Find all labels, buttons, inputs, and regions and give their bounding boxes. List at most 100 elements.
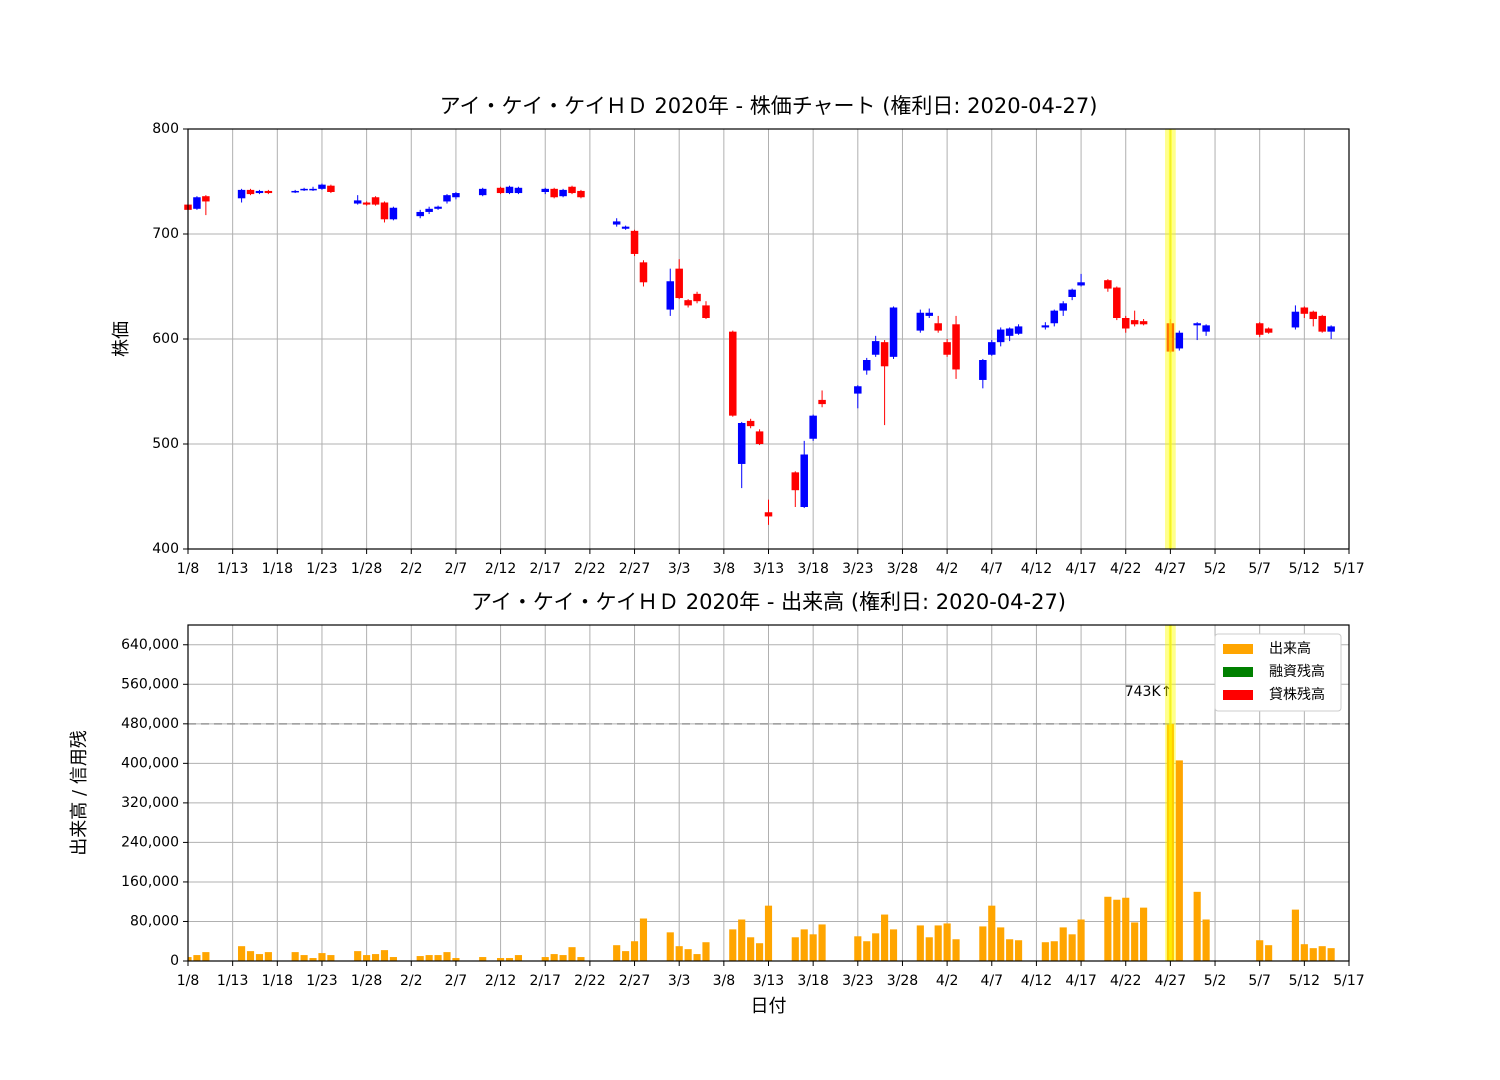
- candle-body: [979, 360, 987, 380]
- volume-bar: [577, 957, 585, 961]
- x-tick-label: 2/2: [400, 973, 423, 989]
- volume-bar: [425, 955, 433, 961]
- volume-bar: [764, 905, 773, 961]
- candle-body: [1130, 320, 1139, 325]
- candle-body: [577, 190, 585, 198]
- candle-body: [255, 190, 264, 194]
- x-tick-label: 3/28: [887, 973, 918, 989]
- volume-bar: [479, 957, 487, 961]
- volume-bar: [666, 932, 674, 961]
- axes-frame: [187, 624, 1350, 962]
- volume-bar: [863, 941, 871, 961]
- legend-label: 融資残高: [1269, 663, 1325, 680]
- volume-bar: [738, 919, 746, 961]
- chart-title: アイ・ケイ・ケイＨＤ 2020年 - 出来高 (権利日: 2020-04-27): [471, 590, 1066, 614]
- volume-bar: [193, 955, 201, 961]
- candle-body: [559, 189, 567, 197]
- candle-body: [1264, 328, 1273, 333]
- volume-bar: [1104, 896, 1112, 961]
- x-tick-label: 5/2: [1204, 561, 1227, 577]
- candle-body: [988, 342, 996, 355]
- y-tick-label: 80,000: [130, 913, 179, 929]
- y-tick-label: 800: [152, 121, 179, 137]
- candle-body: [871, 341, 880, 355]
- volume-bar: [327, 955, 335, 961]
- x-tick-label: 2/27: [619, 973, 650, 989]
- candle-body: [737, 423, 746, 464]
- candle-body: [380, 202, 389, 220]
- x-tick-label: 1/23: [306, 561, 337, 577]
- x-tick-label: 3/18: [797, 973, 828, 989]
- x-tick-label: 1/13: [217, 561, 248, 577]
- candle-body: [514, 187, 523, 194]
- candle-body: [193, 197, 201, 209]
- x-tick-label: 3/23: [842, 973, 873, 989]
- candle-body: [1068, 289, 1076, 297]
- volume-bar: [300, 955, 308, 961]
- x-tick-label: 2/2: [400, 561, 423, 577]
- x-tick-label: 1/13: [217, 973, 248, 989]
- volume-bar: [889, 929, 898, 961]
- volume-bar: [318, 953, 326, 961]
- bars: [188, 723, 1335, 961]
- y-tick-label: 160,000: [121, 874, 179, 890]
- candle-body: [1059, 303, 1067, 311]
- annotation: 743K↑: [1125, 684, 1173, 700]
- candle-body: [1121, 318, 1130, 329]
- volume-bar: [1131, 922, 1139, 961]
- x-tick-label: 4/12: [1021, 973, 1052, 989]
- candle-body: [291, 190, 299, 193]
- candle-body: [1104, 280, 1112, 289]
- volume-bar: [997, 927, 1005, 961]
- candle-body: [996, 329, 1005, 343]
- x-tick-label: 4/27: [1155, 561, 1186, 577]
- volume-bar: [1202, 919, 1210, 961]
- candle-body: [478, 188, 487, 196]
- y-tick-label: 400: [152, 541, 179, 557]
- x-tick-label: 3/13: [753, 973, 784, 989]
- x-tick-label: 1/18: [262, 561, 293, 577]
- x-tick-label: 3/23: [842, 561, 873, 577]
- candle-body: [1291, 311, 1300, 328]
- volume-bar: [979, 926, 987, 961]
- candle-body: [746, 420, 755, 427]
- x-tick-label: 3/8: [713, 973, 736, 989]
- volume-bar: [800, 929, 808, 961]
- candle-body: [934, 323, 942, 331]
- volume-bar: [541, 957, 549, 961]
- volume-bar: [854, 936, 862, 961]
- x-tick-label: 2/27: [619, 561, 650, 577]
- y-axis-label: 出来高 / 信用残: [69, 730, 90, 856]
- x-tick-label: 3/3: [668, 561, 691, 577]
- x-tick-label: 4/22: [1110, 973, 1141, 989]
- x-tick-label: 5/12: [1289, 561, 1320, 577]
- candle-body: [568, 186, 576, 194]
- volume-bar: [702, 942, 710, 961]
- x-tick-label: 4/17: [1065, 561, 1096, 577]
- volume-bar: [1291, 909, 1299, 961]
- volume-bar: [1006, 939, 1014, 961]
- volume-bar: [1050, 941, 1058, 961]
- y-tick-label: 560,000: [121, 676, 179, 692]
- volume-bar: [255, 954, 264, 961]
- x-tick-label: 2/7: [445, 561, 468, 577]
- volume-bar: [988, 905, 996, 961]
- candle-body: [1113, 287, 1121, 318]
- volume-bar: [246, 951, 255, 961]
- legend-swatch: [1223, 667, 1253, 677]
- candle-body: [702, 305, 710, 318]
- volume-bar: [309, 958, 317, 961]
- volume-bar: [1318, 946, 1326, 961]
- x-tick-label: 2/17: [530, 973, 561, 989]
- volume-bar: [622, 951, 630, 961]
- candle-body: [496, 187, 505, 194]
- candle-body: [318, 184, 326, 189]
- legend-label: 出来高: [1269, 640, 1311, 657]
- candle-body: [1014, 326, 1023, 334]
- candle-body: [862, 360, 871, 371]
- panel: アイ・ケイ・ケイＨＤ 2020年 - 株価チャート (権利日: 2020-04-…: [111, 94, 1365, 577]
- axes-frame: [187, 128, 1350, 550]
- x-tick-label: 2/17: [530, 561, 561, 577]
- volume-bar: [1059, 927, 1067, 961]
